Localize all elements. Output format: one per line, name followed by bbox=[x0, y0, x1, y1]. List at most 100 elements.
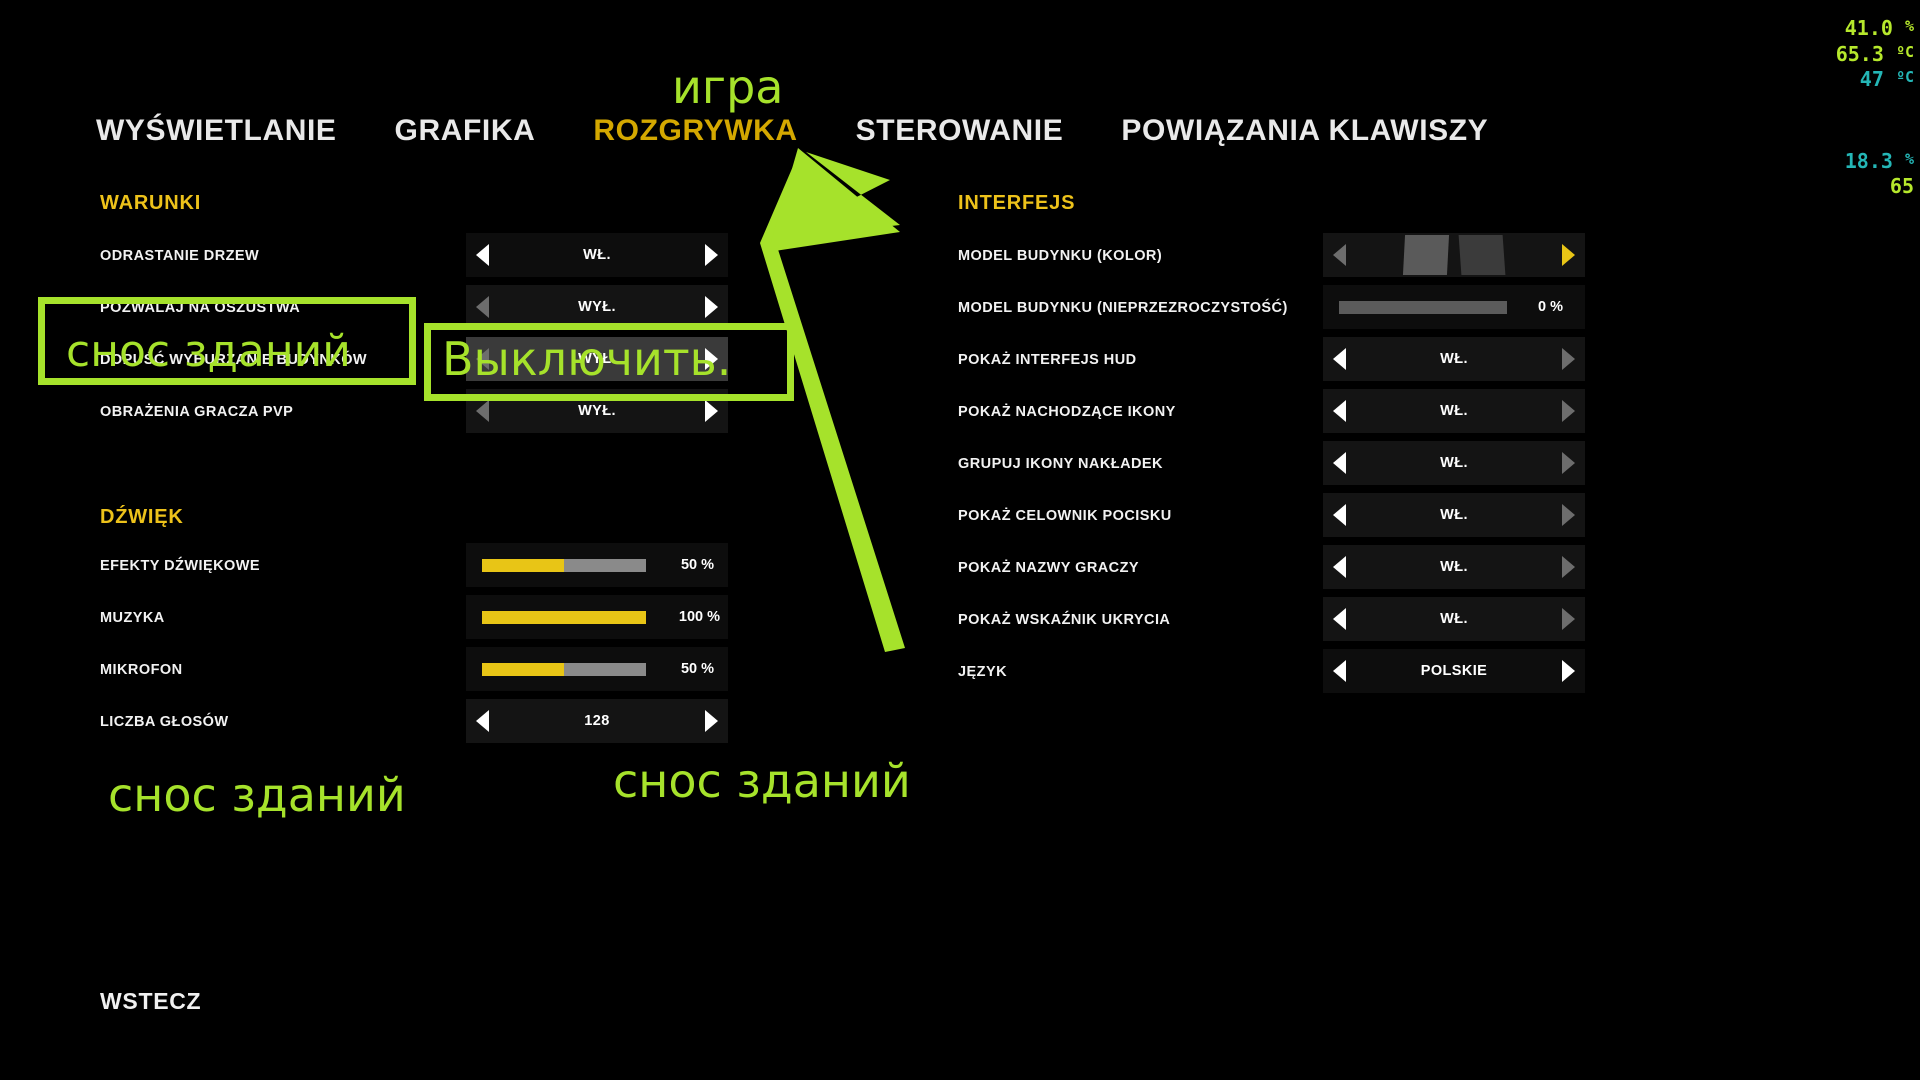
hud-fps-value: 65 bbox=[1889, 174, 1914, 199]
stepper-liczba-glosow[interactable]: 128 bbox=[466, 699, 728, 743]
toggle-value: WŁ. bbox=[583, 247, 611, 263]
toggle-value: WŁ. bbox=[1440, 455, 1468, 471]
slider-track[interactable] bbox=[1339, 300, 1507, 314]
row-model-budynku-nieprzezroczystosc[interactable]: MODEL BUDYNKU (NIEPRZEZROCZYSTOŚĆ) 0 % bbox=[958, 282, 1618, 334]
slider-mikrofon[interactable]: 50 % bbox=[466, 647, 728, 691]
tab-powiazania-klawiszy[interactable]: POWIĄZANIA KLAWISZY bbox=[1121, 114, 1489, 147]
chevron-left-icon[interactable] bbox=[476, 244, 489, 266]
chevron-left-icon[interactable] bbox=[1333, 504, 1346, 526]
toggle-dopusc-wyburzanie-budynkow[interactable]: WYŁ. bbox=[466, 337, 728, 381]
row-dopusc-wyburzanie-budynkow[interactable]: DOPUŚĆ WYBURZANIE BUDYNKÓW WYŁ. bbox=[100, 334, 740, 386]
hud-mem-usage-unit: % bbox=[1904, 149, 1914, 168]
chevron-right-icon[interactable] bbox=[1562, 348, 1575, 370]
row-odrastanie-drzew[interactable]: ODRASTANIE DRZEW WŁ. bbox=[100, 230, 740, 282]
slider-efekty-dzwiekowe[interactable]: 50 % bbox=[466, 543, 728, 587]
row-label: POKAŻ INTERFEJS HUD bbox=[958, 352, 1137, 368]
slider-track[interactable] bbox=[482, 610, 646, 624]
chevron-right-icon[interactable] bbox=[1562, 452, 1575, 474]
tab-sterowanie[interactable]: STEROWANIE bbox=[855, 114, 1064, 147]
slider-muzyka[interactable]: 100 % bbox=[466, 595, 728, 639]
select-jezyk[interactable]: POLSKIE bbox=[1323, 649, 1585, 693]
annotation-box-left bbox=[38, 297, 416, 385]
row-label: MODEL BUDYNKU (NIEPRZEZROCZYSTOŚĆ) bbox=[958, 300, 1288, 316]
section-title-interfejs: INTERFEJS bbox=[958, 192, 1076, 214]
row-mikrofon[interactable]: MIKROFON 50 % bbox=[100, 644, 740, 696]
chevron-right-icon[interactable] bbox=[705, 348, 718, 370]
tab-wyswietlanie[interactable]: WYŚWIETLANIE bbox=[96, 114, 337, 147]
hud-cpu-usage-unit: % bbox=[1904, 17, 1914, 35]
annotation-box-right-label: Выключить. bbox=[442, 332, 732, 386]
select-value: POLSKIE bbox=[1420, 663, 1488, 679]
toggle-value: WŁ. bbox=[1440, 559, 1468, 575]
chevron-left-icon[interactable] bbox=[1333, 244, 1346, 266]
hud-cpu-usage-value: 41.0 bbox=[1844, 16, 1893, 40]
slider-fill bbox=[482, 558, 564, 572]
chevron-right-icon[interactable] bbox=[1562, 608, 1575, 630]
chevron-left-icon[interactable] bbox=[1333, 608, 1346, 630]
toggle-odrastanie-drzew[interactable]: WŁ. bbox=[466, 233, 728, 277]
chevron-right-icon[interactable] bbox=[1562, 244, 1575, 266]
chevron-left-icon[interactable] bbox=[476, 400, 489, 422]
chevron-right-icon[interactable] bbox=[1562, 660, 1575, 682]
chevron-right-icon[interactable] bbox=[1562, 504, 1575, 526]
chevron-right-icon[interactable] bbox=[705, 400, 718, 422]
color-picker-model-budynku[interactable] bbox=[1323, 233, 1585, 277]
stepper-value: 128 bbox=[584, 713, 610, 729]
toggle-value: WYŁ. bbox=[578, 403, 616, 419]
row-pokaz-interfejs-hud[interactable]: POKAŻ INTERFEJS HUD WŁ. bbox=[958, 334, 1618, 386]
section-title-dzwiek: DŹWIĘK bbox=[100, 506, 184, 528]
row-liczba-glosow[interactable]: LICZBA GŁOSÓW 128 bbox=[100, 696, 740, 748]
toggle-grupuj-ikony-nakladek[interactable]: WŁ. bbox=[1323, 441, 1585, 485]
toggle-value: WŁ. bbox=[1440, 611, 1468, 627]
annotation-bottom-left-label: снос зданий bbox=[108, 768, 406, 822]
chevron-left-icon[interactable] bbox=[476, 710, 489, 732]
chevron-left-icon[interactable] bbox=[1333, 660, 1346, 682]
row-label: DOPUŚĆ WYBURZANIE BUDYNKÓW bbox=[100, 352, 368, 368]
toggle-value: WŁ. bbox=[1440, 351, 1468, 367]
slider-model-budynku-nieprzezroczystosc[interactable]: 0 % bbox=[1323, 285, 1585, 329]
slider-track[interactable] bbox=[482, 662, 646, 676]
tab-rozgrywka[interactable]: ROZGRYWKA bbox=[593, 114, 798, 147]
toggle-pokaz-celownik-pocisku[interactable]: WŁ. bbox=[1323, 493, 1585, 537]
chevron-left-icon[interactable] bbox=[1333, 400, 1346, 422]
row-efekty-dzwiekowe[interactable]: EFEKTY DŹWIĘKOWE 50 % bbox=[100, 540, 740, 592]
toggle-value: WŁ. bbox=[1440, 403, 1468, 419]
annotation-box-left-label: снос зданий bbox=[66, 326, 351, 377]
toggle-pokaz-wskaznik-ukrycia[interactable]: WŁ. bbox=[1323, 597, 1585, 641]
row-label: POKAŻ NAZWY GRACZY bbox=[958, 560, 1140, 576]
row-pokaz-nazwy-graczy[interactable]: POKAŻ NAZWY GRACZY WŁ. bbox=[958, 542, 1618, 594]
row-muzyka[interactable]: MUZYKA 100 % bbox=[100, 592, 740, 644]
annotation-bottom-center-label: снос зданий bbox=[613, 754, 911, 808]
tab-grafika[interactable]: GRAFIKA bbox=[394, 114, 536, 147]
toggle-pokaz-nachodzace-ikony[interactable]: WŁ. bbox=[1323, 389, 1585, 433]
chevron-right-icon[interactable] bbox=[705, 296, 718, 318]
toggle-pokaz-nazwy-graczy[interactable]: WŁ. bbox=[1323, 545, 1585, 589]
toggle-pokaz-interfejs-hud[interactable]: WŁ. bbox=[1323, 337, 1585, 381]
slider-track[interactable] bbox=[482, 558, 646, 572]
chevron-right-icon[interactable] bbox=[1562, 400, 1575, 422]
hud-gpu-temp-value: 47 bbox=[1859, 67, 1884, 92]
row-pokaz-nachodzace-ikony[interactable]: POKAŻ NACHODZĄCE IKONY WŁ. bbox=[958, 386, 1618, 438]
slider-value: 50 % bbox=[680, 661, 714, 677]
row-jezyk[interactable]: JĘZYK POLSKIE bbox=[958, 646, 1618, 698]
chevron-left-icon[interactable] bbox=[1333, 452, 1346, 474]
chevron-right-icon[interactable] bbox=[1562, 556, 1575, 578]
back-button[interactable]: WSTECZ bbox=[100, 988, 202, 1014]
row-grupuj-ikony-nakladek[interactable]: GRUPUJ IKONY NAKŁADEK WŁ. bbox=[958, 438, 1618, 490]
chevron-right-icon[interactable] bbox=[705, 244, 718, 266]
row-pozwalaj-na-oszustwa[interactable]: POZWALAJ NA OSZUSTWA WYŁ. bbox=[100, 282, 740, 334]
toggle-value: WYŁ. bbox=[578, 299, 616, 315]
toggle-pozwalaj-na-oszustwa[interactable]: WYŁ. bbox=[466, 285, 728, 329]
chevron-right-icon[interactable] bbox=[705, 710, 718, 732]
chevron-left-icon[interactable] bbox=[476, 296, 489, 318]
hud-cpu-temp-unit: ºC bbox=[1895, 42, 1914, 61]
color-swatch-primary bbox=[1402, 235, 1450, 275]
chevron-left-icon[interactable] bbox=[1333, 348, 1346, 370]
row-model-budynku-kolor[interactable]: MODEL BUDYNKU (KOLOR) bbox=[958, 230, 1618, 282]
row-pokaz-wskaznik-ukrycia[interactable]: POKAŻ WSKAŹNIK UKRYCIA WŁ. bbox=[958, 594, 1618, 646]
row-pokaz-celownik-pocisku[interactable]: POKAŻ CELOWNIK POCISKU WŁ. bbox=[958, 490, 1618, 542]
chevron-left-icon[interactable] bbox=[1333, 556, 1346, 578]
hardware-monitor-overlay: 41.0 % 65.3 ºC 47 ºC 18.3 % 65 bbox=[1836, 16, 1914, 200]
chevron-left-icon[interactable] bbox=[476, 348, 489, 370]
left-column-dzwiek: EFEKTY DŹWIĘKOWE 50 % MUZYKA 100 % MIKRO… bbox=[100, 540, 740, 748]
